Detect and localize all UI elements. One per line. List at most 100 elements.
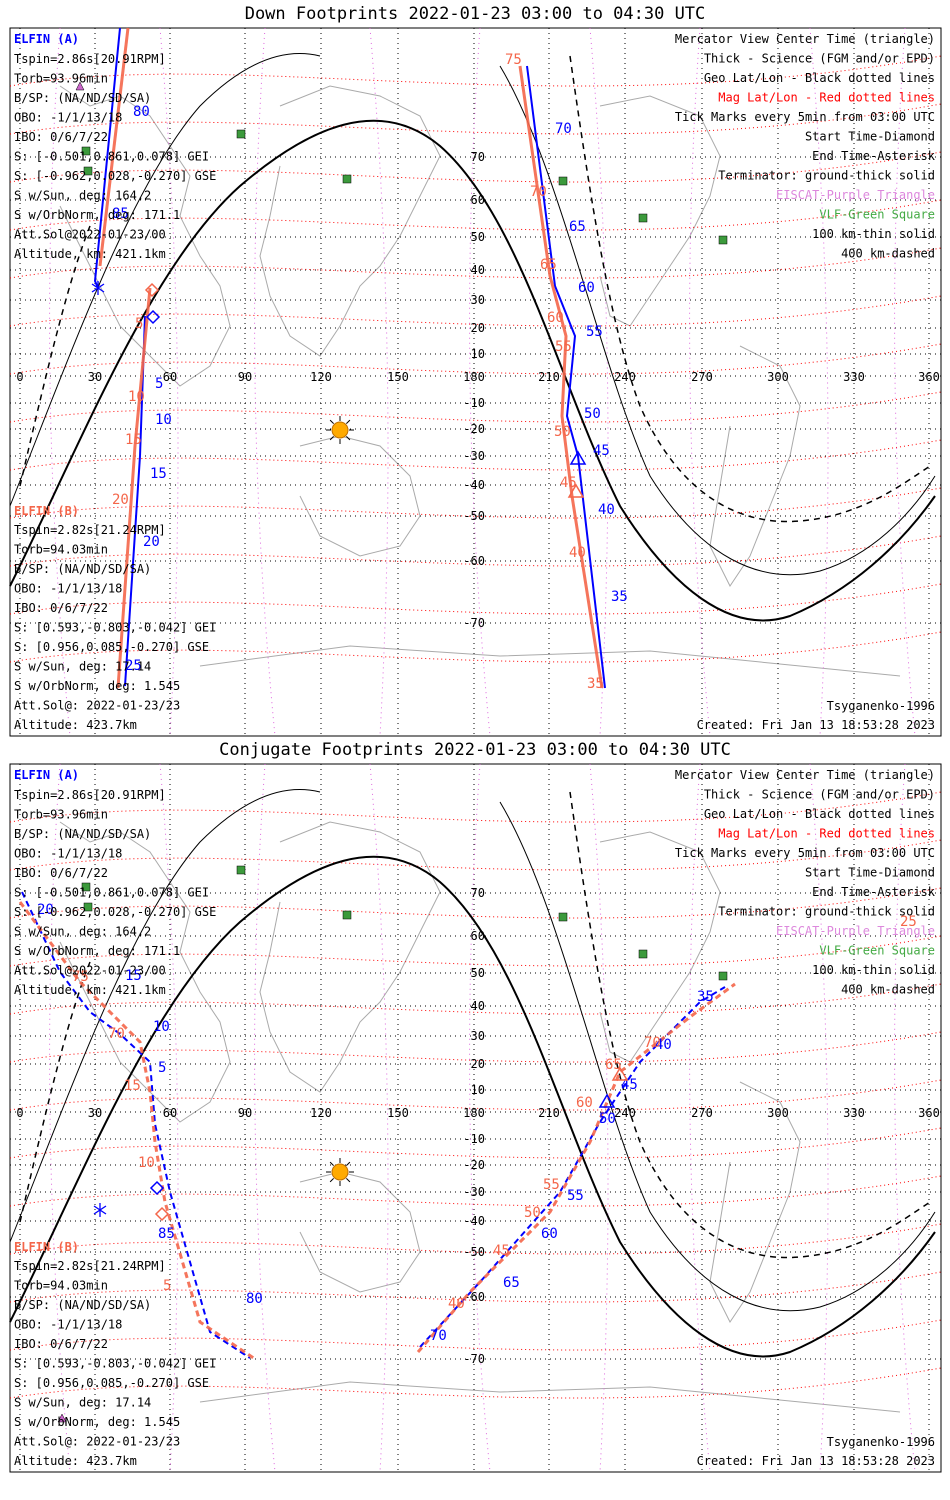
elfin-a-tick-label: 55 [567,1188,584,1204]
elfin-a-info-line: S: [-0.501,0.861,0.078] GEI [14,150,209,164]
legend-line: Geo Lat/Lon - Black dotted lines [704,71,935,85]
terminator-400km [19,55,931,523]
latitude-tick-label: -30 [463,1185,485,1199]
longitude-tick-label: 270 [691,1106,713,1120]
latitude-tick-label: 60 [471,193,485,207]
elfin-a-tick-label: 45 [593,443,610,459]
elfin-a-tick-label: 5 [155,376,163,392]
elfin-a-info-line: B/SP: (NA/ND/SD/SA) [14,827,151,841]
elfin-a-info-line: Att.Sol@2022-01-23/00 [14,228,166,242]
latitude-tick-label: 40 [471,263,485,277]
legend-line: Mag Lat/Lon - Red dotted lines [718,91,935,105]
vlf-station-square [558,912,568,922]
sun-disc [331,421,349,439]
legend-line: 100 km-thin solid [812,227,935,241]
legend-line: Mercator View Center Time (triangle) [675,32,935,46]
elfin-b-info-line: OBO: -1/1/13/18 [14,1318,122,1332]
elfin-a-start-diamond [149,1180,165,1196]
longitude-tick-label: 360 [918,370,940,384]
vlf-station-square [236,129,246,139]
down-footprints-title: Down Footprints 2022-01-23 03:00 to 04:3… [244,4,706,24]
elfin-a-info-line: S: [-0.501,0.861,0.078] GEI [14,886,209,900]
elfin-b-track [98,27,130,267]
latitude-tick-label: -70 [463,616,485,630]
elfin-b-info-line: S: [0.593,-0.803,-0.042] GEI [14,1357,216,1371]
latitude-tick-label: -40 [463,478,485,492]
elfin-a-info-line: OBO: -1/1/13/18 [14,111,122,125]
legend-line: End Time-Asterisk [812,149,936,163]
elfin-b-info-line: Tspin=2.82s[21.24RPM] [14,1259,166,1273]
elfin-b-center-triangle [567,483,585,498]
elfin-b-info-line: S w/Sun, deg: 17.14 [14,660,151,674]
longitude-tick-label: 120 [310,370,332,384]
elfin-b-tick-label: 15 [125,432,142,448]
legend-line: 100 km-thin solid [812,963,935,977]
elfin-a-info-line: IBO: 0/6/7/22 [14,866,108,880]
longitude-tick-label: 240 [614,1106,636,1120]
elfin-b-start-diamond [154,1206,170,1222]
elfin-b-tick-label: 20 [112,492,129,508]
elfin-a-tick-label: 70 [430,1328,447,1344]
latitude-tick-label: 50 [471,966,485,980]
elfin-b-tick-label: 70 [530,184,547,200]
coastline [59,821,231,1123]
terminator-100km [9,788,936,1312]
coastline [599,831,721,1063]
longitude-tick-label: 360 [918,1106,940,1120]
elfin-a-tick-label: 40 [598,502,615,518]
longitude-tick-label: 330 [843,370,865,384]
map-legend: Mercator View Center Time (triangle) Thic… [675,768,936,997]
elfin-a-info-line: Altitude, km: 421.1km [14,247,166,261]
elfin-b-tick-label: 45 [493,1243,510,1259]
elfin-a-tick-label: 80 [246,1291,263,1307]
legend-line: Tick Marks every 5min from 03:00 UTC [675,846,935,860]
elfin-b-info: ELFIN (B) Tspin=2.82s[21.24RPM] Torb=94.03… [14,1240,216,1468]
elfin-b-title: ELFIN (B) [14,1240,79,1254]
elfin-b-track [518,65,604,689]
elfin-b-tick-label: 5 [135,316,143,332]
elfin-a-tick-label: 35 [697,989,714,1005]
asterisk-stroke [91,283,105,293]
latitude-tick-label: -70 [463,1352,485,1366]
longitude-tick-label: 210 [538,370,560,384]
elfin-b-tick-label: 50 [554,424,571,440]
elfin-a-info-line: Tspin=2.86s[20.91RPM] [14,52,166,66]
vlf-station-square [83,902,93,912]
elfin-a-track [21,891,251,1359]
sun-ray [329,419,334,424]
latitude-tick-label: 60 [471,929,485,943]
latitude-tick-label: 20 [471,1057,485,1071]
elfin-b-track [18,901,256,1361]
elfin-a-title: ELFIN (A) [14,768,79,782]
legend-line: Start Time-Diamond [805,866,935,880]
elfin-b-info-line: IBO: 0/6/7/22 [14,1337,108,1351]
elfin-b-info-line: S w/OrbNorm, deg: 1.545 [14,1415,180,1429]
elfin-a-tick-label: 50 [599,1111,616,1127]
elfin-a-info-line: S w/OrbNorm, deg: 171.1 [14,944,180,958]
longitude-tick-label: 300 [767,1106,789,1120]
legend-line: Thick - Science (FGM and/or EPD) [704,788,935,802]
asterisk-stroke [93,1205,107,1215]
elfin-b-info-line: Tspin=2.82s[21.24RPM] [14,523,166,537]
eiscat-triangle [75,81,85,91]
conjugate-footprints-title: Conjugate Footprints 2022-01-23 03:00 to… [219,740,731,760]
elfin-b-tick-label: 70 [644,1035,661,1051]
coastline [259,85,441,357]
elfin-a-track [93,27,121,289]
sun-ray [346,419,351,424]
latitude-tick-label: 10 [471,1083,485,1097]
coastline [199,645,901,677]
sun-ray [329,1161,334,1166]
legend-line: End Time-Asterisk [812,885,936,899]
latitude-tick-label: 30 [471,293,485,307]
elfin-a-tick-label: 20 [143,534,160,550]
latitude-tick-label: -30 [463,449,485,463]
elfin-a-end-asterisk [91,281,105,295]
vlf-station-square [718,971,728,981]
elfin-b-tick-label: 75 [72,969,89,985]
elfin-b-tick-label: 5 [163,1278,171,1294]
elfin-b-info-line: S w/OrbNorm, deg: 1.545 [14,679,180,693]
latitude-tick-label: 40 [471,999,485,1013]
elfin-b-tick-label: 40 [448,1296,465,1312]
longitude-tick-label: 210 [538,1106,560,1120]
